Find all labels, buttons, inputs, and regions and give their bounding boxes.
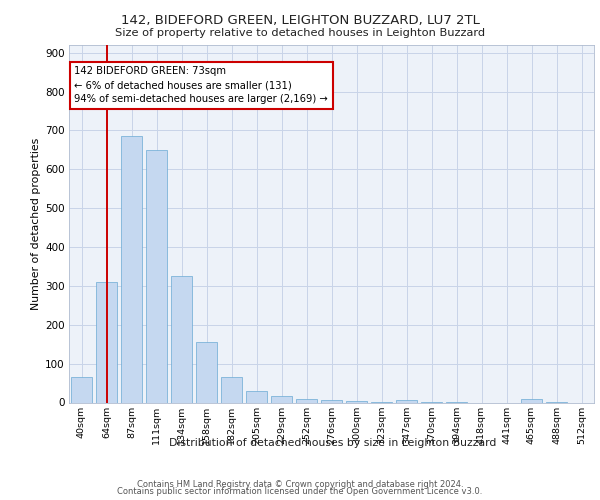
Bar [321,400,342,402]
Bar [521,398,542,402]
Y-axis label: Number of detached properties: Number of detached properties [31,138,41,310]
Bar [396,400,417,402]
Bar [146,150,167,403]
Bar [171,276,192,402]
Text: Contains public sector information licensed under the Open Government Licence v3: Contains public sector information licen… [118,487,482,496]
Text: Contains HM Land Registry data © Crown copyright and database right 2024.: Contains HM Land Registry data © Crown c… [137,480,463,489]
Bar [196,342,217,402]
Bar [296,398,317,402]
Bar [96,282,117,403]
Text: 142, BIDEFORD GREEN, LEIGHTON BUZZARD, LU7 2TL: 142, BIDEFORD GREEN, LEIGHTON BUZZARD, L… [121,14,479,27]
Text: Size of property relative to detached houses in Leighton Buzzard: Size of property relative to detached ho… [115,28,485,38]
Bar [71,377,92,402]
Bar [271,396,292,402]
Bar [221,377,242,402]
Bar [246,391,267,402]
Text: Distribution of detached houses by size in Leighton Buzzard: Distribution of detached houses by size … [169,438,497,448]
Bar [121,136,142,402]
Text: 142 BIDEFORD GREEN: 73sqm
← 6% of detached houses are smaller (131)
94% of semi-: 142 BIDEFORD GREEN: 73sqm ← 6% of detach… [74,66,328,104]
